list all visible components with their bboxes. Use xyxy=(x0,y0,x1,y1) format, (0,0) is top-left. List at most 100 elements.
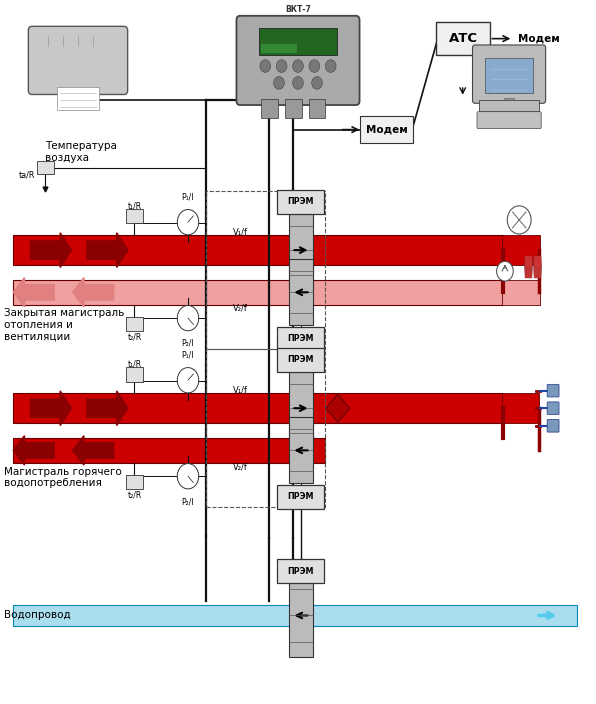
FancyArrow shape xyxy=(73,436,114,465)
FancyBboxPatch shape xyxy=(126,475,144,489)
Bar xyxy=(534,258,541,269)
Bar xyxy=(261,99,278,118)
Text: t₂/R: t₂/R xyxy=(128,491,142,500)
Text: Закрытая магистраль
отопления и
вентиляции: Закрытая магистраль отопления и вентиляц… xyxy=(4,308,124,341)
Circle shape xyxy=(274,77,284,89)
Bar xyxy=(309,99,325,118)
Bar xyxy=(206,191,325,349)
Bar xyxy=(261,44,297,54)
Circle shape xyxy=(177,210,198,235)
FancyBboxPatch shape xyxy=(547,384,559,397)
Bar xyxy=(534,260,541,271)
FancyBboxPatch shape xyxy=(126,367,144,382)
Bar xyxy=(485,58,533,94)
Bar xyxy=(289,259,313,325)
Bar xyxy=(524,256,532,267)
Circle shape xyxy=(507,206,531,234)
FancyArrow shape xyxy=(73,277,114,307)
Bar xyxy=(502,235,540,265)
Bar xyxy=(206,349,325,508)
Text: t₁/R: t₁/R xyxy=(128,201,141,210)
Text: ПРЭМ: ПРЭМ xyxy=(288,356,314,364)
FancyBboxPatch shape xyxy=(547,402,559,415)
Bar xyxy=(534,262,541,273)
FancyBboxPatch shape xyxy=(361,116,413,144)
Circle shape xyxy=(177,306,198,331)
Text: V₂/f: V₂/f xyxy=(232,304,247,313)
Text: t₂/R: t₂/R xyxy=(128,333,142,341)
Text: V₁/f: V₁/f xyxy=(232,386,247,394)
Bar xyxy=(504,99,514,104)
Text: ВКТ-7: ВКТ-7 xyxy=(285,6,311,14)
Text: ПРЭМ: ПРЭМ xyxy=(288,567,314,576)
Text: V₁/f: V₁/f xyxy=(232,227,247,237)
Text: Температура
воздуха: Температура воздуха xyxy=(45,142,117,163)
Bar xyxy=(524,262,532,273)
FancyBboxPatch shape xyxy=(477,112,541,129)
Bar xyxy=(534,256,541,267)
Bar xyxy=(289,212,313,289)
Circle shape xyxy=(325,60,336,73)
Text: ПРЭМ: ПРЭМ xyxy=(288,492,314,501)
Circle shape xyxy=(260,60,271,73)
Text: Модем: Модем xyxy=(518,34,560,44)
Bar xyxy=(502,279,540,305)
FancyBboxPatch shape xyxy=(126,317,144,331)
Bar xyxy=(13,279,503,305)
FancyBboxPatch shape xyxy=(278,327,324,351)
FancyBboxPatch shape xyxy=(278,559,324,583)
Bar xyxy=(534,266,541,277)
Circle shape xyxy=(293,77,303,89)
FancyBboxPatch shape xyxy=(29,26,128,94)
FancyBboxPatch shape xyxy=(37,161,54,174)
FancyArrow shape xyxy=(13,436,54,465)
Text: ta/R: ta/R xyxy=(18,170,35,180)
Text: АТС: АТС xyxy=(449,32,477,45)
Text: P₁/l: P₁/l xyxy=(182,192,194,201)
FancyArrow shape xyxy=(13,277,54,307)
FancyBboxPatch shape xyxy=(547,420,559,432)
Circle shape xyxy=(277,60,287,73)
Bar xyxy=(524,266,532,277)
Text: V₂/f: V₂/f xyxy=(232,462,247,471)
Text: P₂/l: P₂/l xyxy=(182,497,194,506)
Circle shape xyxy=(177,463,198,489)
FancyBboxPatch shape xyxy=(278,189,324,213)
Circle shape xyxy=(177,367,198,393)
Text: t₁/R: t₁/R xyxy=(128,360,141,368)
Bar xyxy=(524,264,532,275)
FancyArrow shape xyxy=(87,391,128,425)
Bar xyxy=(289,574,313,657)
Circle shape xyxy=(312,77,322,89)
Circle shape xyxy=(309,60,319,73)
Text: P₂/l: P₂/l xyxy=(182,339,194,348)
FancyBboxPatch shape xyxy=(278,485,324,509)
Bar xyxy=(57,87,99,110)
Text: Модем: Модем xyxy=(366,125,408,134)
FancyArrow shape xyxy=(30,233,72,268)
FancyArrow shape xyxy=(30,391,72,425)
Bar xyxy=(13,394,503,423)
FancyBboxPatch shape xyxy=(126,209,144,223)
Text: ПРЭМ: ПРЭМ xyxy=(288,334,314,343)
Bar xyxy=(13,235,503,265)
Bar xyxy=(289,370,313,446)
Polygon shape xyxy=(326,394,350,422)
FancyBboxPatch shape xyxy=(436,22,490,56)
Bar xyxy=(524,258,532,269)
FancyBboxPatch shape xyxy=(473,45,546,103)
Bar xyxy=(13,438,325,463)
Bar xyxy=(479,100,539,111)
Bar xyxy=(289,417,313,483)
FancyBboxPatch shape xyxy=(278,348,324,372)
Text: Магистраль горячего
водопотребления: Магистраль горячего водопотребления xyxy=(4,467,122,488)
Text: P₁/l: P₁/l xyxy=(182,351,194,360)
Bar xyxy=(285,99,302,118)
Bar xyxy=(259,28,337,55)
Bar xyxy=(534,264,541,275)
Bar xyxy=(502,394,539,423)
Circle shape xyxy=(293,60,303,73)
FancyArrow shape xyxy=(87,233,128,268)
Text: Водопровод: Водопровод xyxy=(4,610,70,620)
FancyBboxPatch shape xyxy=(237,15,359,105)
